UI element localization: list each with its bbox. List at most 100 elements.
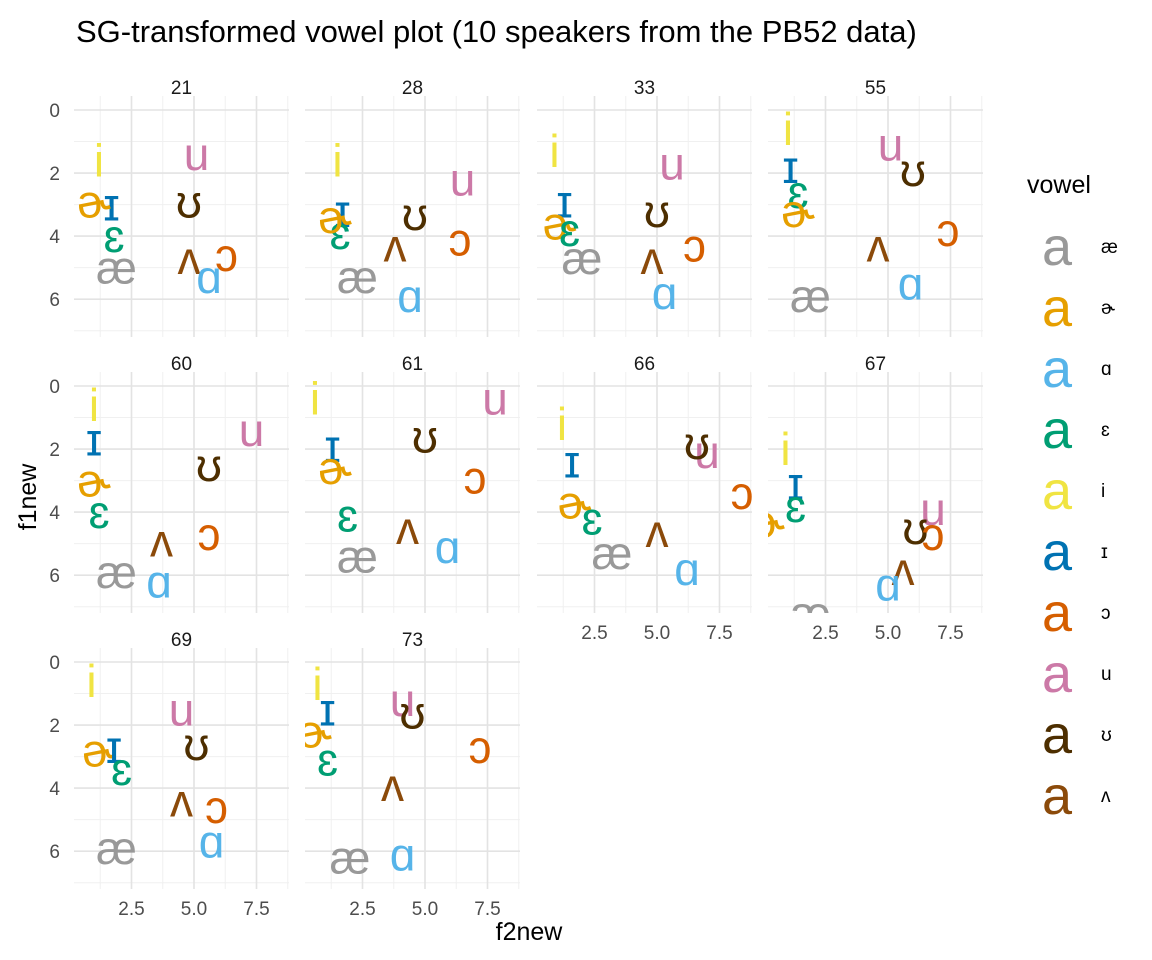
vowel-point: u [184,128,210,180]
vowel-point: ɑ [875,559,901,611]
vowel-point: ʌ [641,232,664,284]
vowel-point: ɚ [318,442,352,494]
grid-lines [768,372,983,613]
vowel-point: ɔ [937,204,960,256]
vowel-point: u [390,674,416,726]
legend-key: a [1042,583,1073,643]
vowel-point: ɑ [397,270,423,322]
vowel-point: ɛ [787,166,808,218]
vowel-point: i [310,373,320,425]
vowel-point: ɔ [922,508,945,560]
grid-lines [305,372,520,613]
vowel-point: ɪ [103,179,119,231]
legend-label: ɑ [1101,359,1112,380]
vowel-point: ʊ [399,686,425,738]
legend-key: a [1042,705,1073,765]
x-tick-label: 5.0 [181,899,207,920]
vowel-point: æ [592,527,633,579]
vowel-point: ʌ [150,514,173,566]
vowel-point: ɚ [751,496,785,548]
vowel-point: ʌ [384,220,407,272]
legend-label: ʊ [1101,725,1112,746]
vowel-point: ɔ [469,721,492,773]
vowel-point: ɪ [334,185,350,237]
vowel-point: æ [330,831,371,883]
vowel-point: ʌ [867,220,890,272]
vowel-point: ɚ [82,724,116,776]
grid-lines [74,96,289,337]
vowel-point: ʊ [196,439,222,491]
x-tick-label: 7.5 [243,899,269,920]
vowel-point: ɪ [86,414,102,466]
x-tick-label: 7.5 [706,623,732,644]
legend-key: a [1042,461,1073,521]
vowel-point: æ [337,251,378,303]
vowel-point: æ [96,242,137,294]
vowel-point: ʊ [684,417,710,469]
x-tick-label: 2.5 [581,623,607,644]
vowel-point: ɚ [781,185,815,237]
vowel-point: ʊ [412,410,438,462]
facet-strip-label: 66 [634,354,655,375]
vowel-point: ɛ [581,492,602,544]
vowel-point: i [332,134,342,186]
y-tick-label: 6 [49,290,60,311]
vowel-point: ʌ [170,775,193,827]
y-axis-title: f1new [14,463,42,531]
vowel-point: ɛ [785,480,806,532]
vowel-point: ɚ [318,191,352,243]
facet-strip-label: 61 [402,354,423,375]
legend-title: vowel [1027,171,1091,199]
vowel-point: ɔ [198,508,221,560]
legend-label: ʌ [1101,786,1111,807]
vowel-point: u [239,404,265,456]
vowel-point: ɚ [543,198,577,250]
vowel-point: ɛ [559,204,580,256]
vowel-point: ʌ [396,502,419,554]
grid-lines [537,96,752,337]
x-tick-label: 7.5 [937,623,963,644]
vowel-point: ʌ [178,232,201,284]
vowel-point: ɑ [898,257,924,309]
vowel-point: u [659,138,685,190]
y-tick-label: 4 [49,503,60,524]
vowel-point: ɪ [556,175,572,227]
vowel-point: u [920,483,946,535]
grid-lines [74,372,289,613]
facet-strip-label: 55 [865,78,886,99]
vowel-point: ɔ [683,220,706,272]
grid-lines [537,372,752,613]
vowel-point: ɑ [196,251,222,303]
vowel-point: ʊ [176,175,202,227]
legend-label: ɔ [1101,603,1111,624]
x-tick-label: 2.5 [349,899,375,920]
vowel-point: i [549,125,559,177]
vowel-point: i [86,655,96,707]
legend-key: a [1042,400,1073,460]
facet-strip-label: 28 [402,78,423,99]
vowel-point: ɪ [787,458,803,510]
grid-lines [305,96,520,337]
vowel-point: ʊ [644,185,670,237]
vowel-point: æ [790,270,831,322]
vowel-point: ɪ [324,420,340,472]
legend-label: ɛ [1101,420,1110,441]
legend-label: i [1101,481,1105,502]
vowel-point: ɚ [77,175,111,227]
vowel-point: u [878,119,904,171]
vowel-point: æ [96,546,137,598]
vowel-point: æ [96,822,137,874]
vowel-point: ɛ [317,734,338,786]
vowel-point: ɔ [205,781,228,833]
facet-strip-label: 69 [171,630,192,651]
grid-lines [305,648,520,889]
y-tick-label: 4 [49,227,60,248]
